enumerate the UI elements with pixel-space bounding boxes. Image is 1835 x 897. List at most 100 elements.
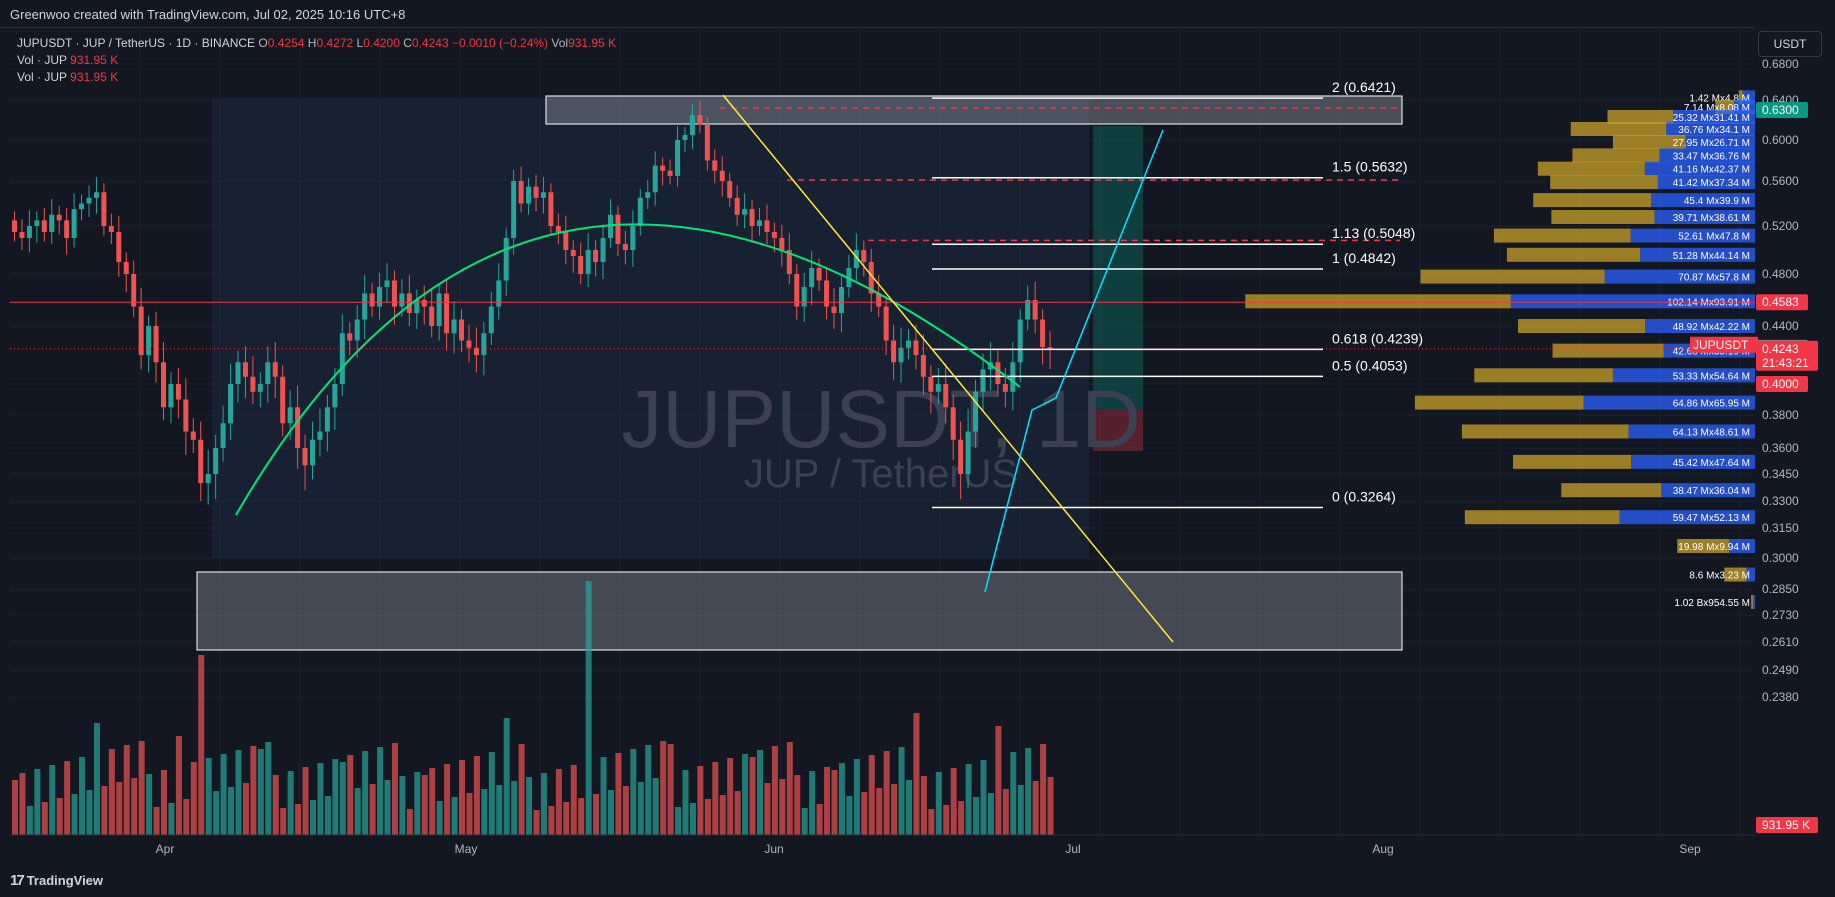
volume-profile-down-bar: [1583, 395, 1755, 410]
price-tag-text: 0.4000: [1762, 377, 1799, 391]
candle-body: [265, 362, 271, 384]
candle-body: [138, 306, 144, 355]
ascending-trend-line: [984, 129, 1164, 593]
candle-body: [79, 203, 85, 210]
volume-bar: [824, 767, 831, 835]
volume-profile-label: 52.61 Mx47.8 M: [1678, 232, 1750, 243]
volume-bar: [436, 801, 443, 835]
currency-selector-button[interactable]: USDT: [1758, 31, 1822, 57]
volume-bar: [697, 766, 704, 835]
volume-bar: [794, 775, 801, 835]
candle-body: [771, 232, 777, 238]
candle-body: [49, 214, 55, 232]
price-tick-label: 0.3000: [1762, 551, 1799, 565]
price-tick-label: 0.5200: [1762, 219, 1799, 233]
price-tick-label: 0.3800: [1762, 408, 1799, 422]
volume-bar: [146, 774, 153, 835]
volume-bar: [704, 799, 711, 835]
volume-bar: [1040, 744, 1047, 835]
volume-bar: [1047, 777, 1054, 835]
volume-bar: [354, 788, 361, 835]
volume-profile-down-bar: [1644, 161, 1755, 176]
volume-bar: [526, 777, 533, 835]
candle-body: [794, 274, 800, 307]
volume-bar: [12, 780, 18, 835]
volume-bar: [868, 755, 875, 835]
candle-body: [1032, 300, 1038, 320]
price-tick-label: 0.6000: [1762, 133, 1799, 147]
volume-profile-up-bar: [1572, 148, 1660, 163]
volume-bar: [175, 736, 182, 835]
countdown-text: 21:43:21: [1762, 356, 1809, 370]
tradingview-logo: 17 TradingView: [10, 872, 104, 889]
last-price-tag: [1756, 340, 1818, 371]
volume-bar: [332, 759, 339, 835]
volume-bar: [906, 780, 912, 835]
candle-body: [593, 250, 599, 262]
volume-indicator-1[interactable]: Vol · JUP 931.95 K: [17, 53, 119, 67]
volume-profile-down-bar: [1673, 110, 1755, 124]
candle-body: [995, 362, 1001, 384]
volume-bar: [533, 810, 540, 835]
volume-bar: [1025, 748, 1032, 835]
volume-profile-up-bar: [1461, 424, 1629, 439]
support-box: [196, 571, 1403, 651]
volume-profile-label: 27.95 Mx26.71 M: [1673, 138, 1750, 149]
candle-body: [920, 355, 926, 377]
volume-bar: [838, 763, 845, 835]
volume-bar: [995, 726, 1002, 835]
volume-bar: [265, 742, 272, 835]
candle-body: [153, 326, 159, 363]
candle-body: [414, 300, 420, 313]
candle-body: [339, 333, 345, 384]
candle-body: [332, 384, 338, 408]
candle-body: [429, 306, 435, 326]
candle-body: [131, 274, 137, 307]
ohlc-row: JUPUSDT · JUP / TetherUS · 1D · BINANCE …: [17, 36, 617, 50]
candle-body: [459, 319, 464, 341]
candle-body: [451, 319, 457, 334]
volume-profile-label: 48.92 Mx42.22 M: [1673, 322, 1750, 333]
candle-body: [555, 226, 561, 232]
candle-body: [533, 186, 539, 198]
price-tag-text: 0.4583: [1762, 295, 1799, 309]
volume-profile-up-bar: [1533, 193, 1652, 208]
volume-profile-up-bar: [1518, 319, 1646, 333]
candle-body: [704, 125, 710, 161]
volume-profile-label: 45.4 Mx39.9 M: [1684, 196, 1750, 207]
volume-bar: [138, 741, 145, 835]
fib-level-label: 0.5 (0.4053): [1332, 357, 1408, 373]
volume-bar: [898, 747, 905, 835]
volume-profile-label: 7.14 Mx8.08 M: [1684, 103, 1750, 114]
volume-bar: [675, 807, 682, 835]
volume-profile-down-bar: [1666, 122, 1755, 136]
position-profit-zone: [1093, 126, 1143, 409]
candle-body: [116, 232, 122, 262]
candle-body: [913, 340, 919, 355]
volume-profile-down-bar: [1729, 539, 1755, 553]
volume-bar: [809, 771, 816, 835]
low-value: 0.4200: [363, 36, 400, 50]
volume-bar: [734, 791, 741, 835]
candle-body: [280, 376, 286, 424]
volume-bar: [518, 744, 525, 835]
volume-bar: [570, 765, 577, 835]
volume-bar: [414, 772, 421, 835]
candle-body: [324, 407, 330, 432]
price-tick-label: 0.2490: [1762, 663, 1799, 677]
symbol-legend: JUPUSDT · JUP / TetherUS · 1D · BINANCE …: [17, 35, 616, 86]
volume-bar: [444, 764, 451, 835]
volume-profile-down-bar: [1657, 175, 1755, 190]
volume-profile-up-bar: [1506, 247, 1641, 262]
volume-bar: [302, 767, 309, 835]
candle-body: [943, 384, 949, 408]
volume-bar: [56, 798, 63, 835]
price-axis: [1755, 27, 1835, 867]
volume-indicator-2[interactable]: Vol · JUP 931.95 K: [17, 70, 119, 84]
watermark-name: JUP / TetherUS: [744, 452, 1018, 496]
candle-body: [1002, 384, 1008, 392]
volume-bar: [920, 776, 927, 835]
volume-bar: [779, 779, 786, 835]
candle-body: [578, 256, 584, 274]
